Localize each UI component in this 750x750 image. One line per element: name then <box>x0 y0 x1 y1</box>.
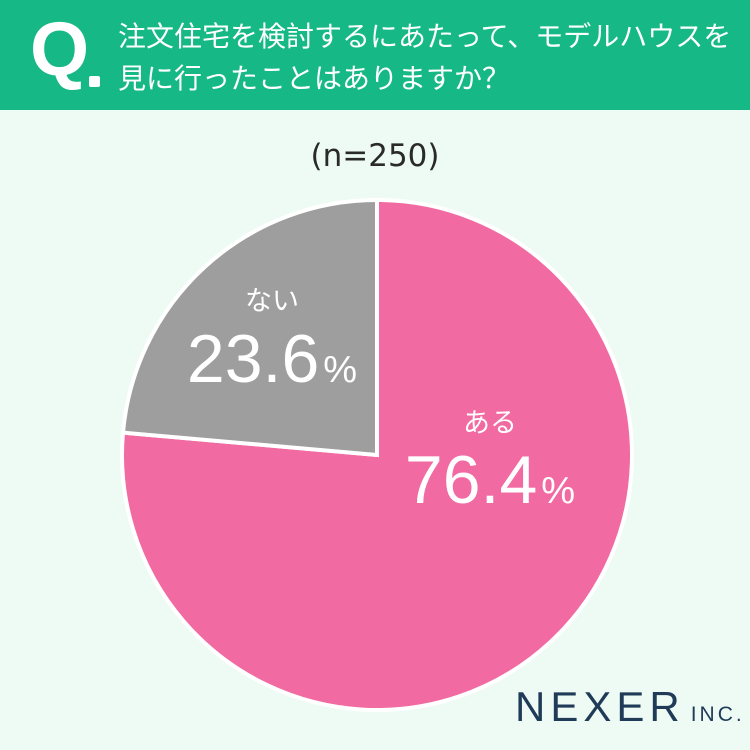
slice-label-aru: ある <box>463 408 517 439</box>
slice-value-aru: 76.4% <box>405 442 575 518</box>
question-text: 注文住宅を検討するにあたって、モデルハウスを 見に行ったことはありますか？ <box>118 16 738 100</box>
question-line-1: 注文住宅を検討するにあたって、モデルハウスを <box>118 20 732 53</box>
q-dot <box>89 76 100 87</box>
q-label: Q <box>30 7 90 92</box>
question-header: Q 注文住宅を検討するにあたって、モデルハウスを 見に行ったことはありますか？ <box>0 0 750 110</box>
logo-suffix: INC. <box>690 703 745 726</box>
sample-size: (n=250) <box>310 138 440 174</box>
slice-value-nai: 23.6% <box>187 321 357 397</box>
logo-main: NEXER <box>515 683 685 730</box>
nexer-logo: NEXER INC. <box>515 686 745 728</box>
slice-label-nai: ない <box>245 286 299 317</box>
pie-slice-nai <box>120 197 379 458</box>
question-line-2: 見に行ったことはありますか？ <box>118 62 511 95</box>
